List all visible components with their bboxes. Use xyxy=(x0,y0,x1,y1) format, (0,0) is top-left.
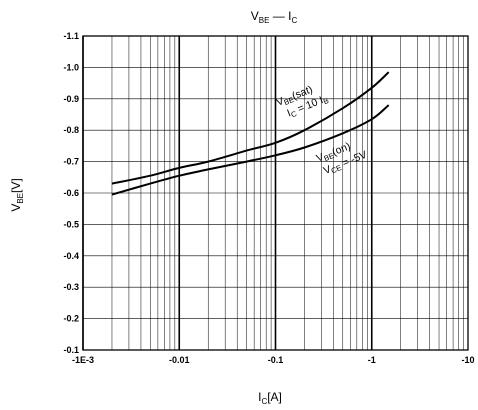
y-tick-label: -0.2 xyxy=(63,314,79,324)
y-tick-label: -1.0 xyxy=(63,62,79,72)
y-axis-label: VBE[V] xyxy=(9,178,25,211)
y-tick-label: -0.5 xyxy=(63,219,79,229)
series-line-vbe-sat xyxy=(111,71,390,185)
series-line-vbe-on xyxy=(111,104,390,196)
y-tick-label: -1.1 xyxy=(63,31,79,41)
y-tick-label: -0.9 xyxy=(63,94,79,104)
x-tick-label: -10 xyxy=(461,355,474,365)
y-tick-label: -0.6 xyxy=(63,188,79,198)
x-tick-label: -1 xyxy=(368,355,376,365)
x-tick-label: -0.1 xyxy=(268,355,284,365)
tick-labels: -1.1 -1.0 -0.9 -0.8 -0.7 -0.6 -0.5 -0.4 -0.3 -0.2… xyxy=(63,31,474,365)
plot-frame xyxy=(82,35,469,351)
y-tick-label: -0.1 xyxy=(63,345,79,355)
x-axis-label: IC[A] xyxy=(258,390,282,406)
y-tick-label: -0.4 xyxy=(63,251,79,261)
y-tick-label: -0.3 xyxy=(63,282,79,292)
chart-title: VBE — IC xyxy=(251,9,298,25)
x-tick-label: -0.01 xyxy=(169,355,190,365)
x-tick-label: -1E-3 xyxy=(72,355,94,365)
annotation-vbe-on: VBE(on) VCE = -5V xyxy=(315,140,369,177)
curves xyxy=(111,71,390,196)
y-tick-label: -0.7 xyxy=(63,157,79,167)
annotation-vbe-sat: VBE(sat) IC = 10 IB xyxy=(275,83,330,119)
y-tick-label: -0.8 xyxy=(63,125,79,135)
grid xyxy=(82,35,468,351)
